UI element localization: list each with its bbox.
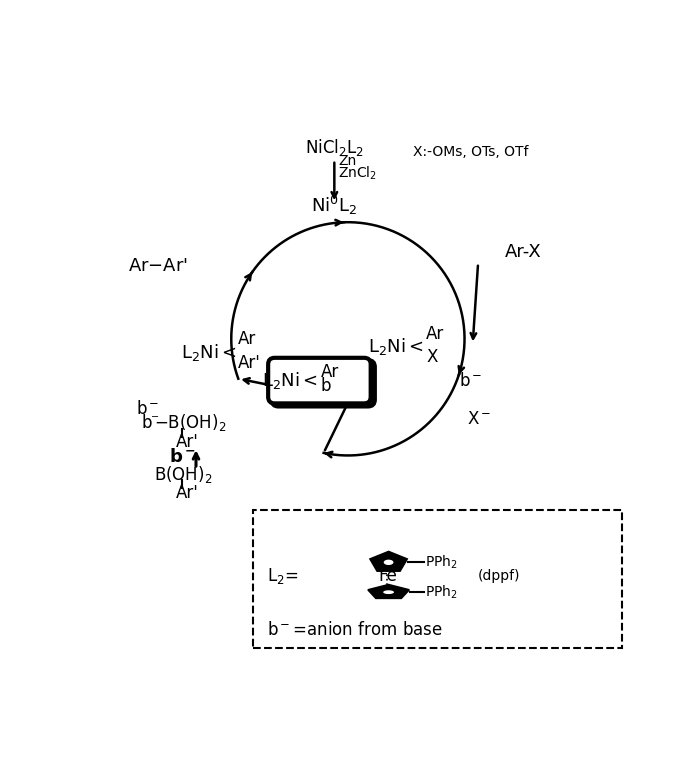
Text: b: b bbox=[321, 377, 331, 395]
Text: L$_2$=: L$_2$= bbox=[267, 566, 298, 586]
FancyBboxPatch shape bbox=[272, 360, 375, 406]
Text: NiCl$_2$L$_2$: NiCl$_2$L$_2$ bbox=[304, 137, 364, 158]
Text: L$_2$Ni$<$: L$_2$Ni$<$ bbox=[262, 370, 318, 391]
Text: Fe: Fe bbox=[378, 567, 397, 585]
Text: L$_2$Ni$<$: L$_2$Ni$<$ bbox=[368, 336, 424, 357]
Text: b: b bbox=[141, 414, 153, 432]
Text: Ar': Ar' bbox=[238, 354, 261, 373]
Text: Ar: Ar bbox=[238, 330, 257, 348]
FancyBboxPatch shape bbox=[268, 358, 371, 404]
Text: b$^-$: b$^-$ bbox=[136, 400, 160, 418]
Text: Ar: Ar bbox=[321, 363, 339, 381]
Text: Ar: Ar bbox=[426, 325, 444, 343]
FancyBboxPatch shape bbox=[253, 509, 622, 648]
Polygon shape bbox=[368, 584, 409, 598]
Text: Ar': Ar' bbox=[176, 485, 199, 502]
Text: B(OH)$_2$: B(OH)$_2$ bbox=[154, 464, 212, 485]
Text: ZnCl$_2$: ZnCl$_2$ bbox=[338, 165, 377, 182]
Text: PPh$_2$: PPh$_2$ bbox=[425, 584, 458, 601]
Ellipse shape bbox=[384, 560, 393, 565]
Text: $^{-}$: $^{-}$ bbox=[150, 414, 160, 427]
Polygon shape bbox=[370, 551, 407, 571]
Text: L$_2$Ni$<$: L$_2$Ni$<$ bbox=[181, 342, 237, 363]
Text: Zn: Zn bbox=[338, 154, 356, 168]
Text: Ni$^0$L$_2$: Ni$^0$L$_2$ bbox=[312, 194, 358, 217]
Text: X$^-$: X$^-$ bbox=[468, 410, 491, 428]
Text: $\bf{b^-}$: $\bf{b^-}$ bbox=[169, 448, 196, 466]
Text: b$^-$=anion from base: b$^-$=anion from base bbox=[267, 621, 442, 639]
Text: X: X bbox=[426, 349, 438, 366]
Text: b$^-$: b$^-$ bbox=[459, 372, 482, 390]
Text: Ar$-$Ar': Ar$-$Ar' bbox=[128, 257, 188, 274]
Text: X:-OMs, OTs, OTf: X:-OMs, OTs, OTf bbox=[413, 145, 528, 158]
Text: PPh$_2$: PPh$_2$ bbox=[425, 553, 458, 571]
Text: (dppf): (dppf) bbox=[478, 569, 521, 583]
Text: $-$B(OH)$_2$: $-$B(OH)$_2$ bbox=[154, 413, 226, 434]
Ellipse shape bbox=[383, 591, 394, 594]
Text: Ar-X: Ar-X bbox=[505, 243, 542, 261]
Text: Ar': Ar' bbox=[176, 433, 199, 451]
